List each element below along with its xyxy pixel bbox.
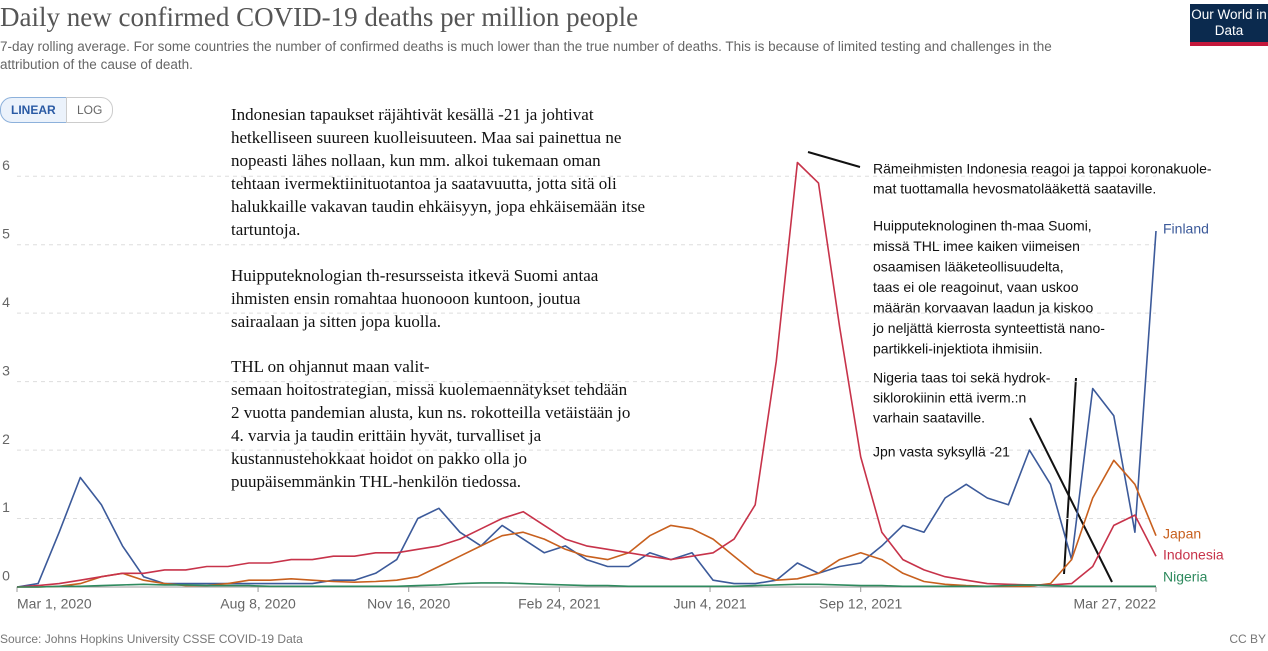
y-tick-label: 5 [2,225,10,241]
log-button[interactable]: LOG [66,97,114,123]
series-line [17,582,1156,588]
license[interactable]: CC BY [1229,632,1266,646]
annotation-text: missä THL imee kaiken viimeisen [873,238,1080,254]
x-tick-label: Feb 24, 2021 [518,596,601,612]
x-tick-label: Mar 27, 2022 [1074,596,1157,612]
annotation-text: Jpn vasta syksyllä -21 [873,444,1010,460]
annotation-text: tartuntoja. [231,220,300,239]
annotation-text: jo neljättä kierrosta synteettistä nano- [872,320,1105,336]
x-tick-label: Sep 12, 2021 [819,596,903,612]
annotation-text: 2 vuotta pandemian alusta, kun ns. rokot… [231,403,630,422]
logo[interactable]: Our World in Data [1190,4,1268,46]
annotation-text: puupäisemmänkin THL-henkilön tiedossa. [231,472,521,491]
annotation-text: Indonesian tapaukset räjähtivät kesällä … [231,105,594,124]
annotation-text: Nigeria taas toi sekä hydrok- [873,370,1051,386]
annotation-text: 4. varvia ja taudin erittäin hyvät, turv… [231,426,542,445]
y-tick-label: 3 [2,362,10,378]
annotation-text: määrän korvaavan laadun ja kiskoo [873,300,1093,316]
annotation-text: semaan hoitostrategian, missä kuolemaenn… [231,380,628,399]
series-line [16,230,1157,588]
x-tick-label: Jun 4, 2021 [673,596,746,612]
y-tick-label: 1 [2,499,10,515]
x-tick-label: Mar 1, 2020 [17,596,92,612]
legend-label: Finland [1163,221,1209,237]
annotation-text: varhain saataville. [873,410,985,426]
series-line [17,459,1157,588]
legend-label: Indonesia [1163,547,1224,563]
annotation-text: osaamisen lääketeollisuudelta, [873,259,1064,275]
chart-subtitle: 7-day rolling average. For some countrie… [0,39,1052,72]
annotation-text: kustannustehokkaat hoidot on pakko olla … [231,449,527,468]
annotation-text: sairaalaan ja sitten jopa kuolla. [231,312,441,331]
annotation-text: partikkeli-injektiota ihmisiin. [873,341,1043,357]
series-line [16,161,1157,588]
y-tick-label: 0 [2,568,10,584]
chart-title: Daily new confirmed COVID-19 deaths per … [0,2,639,32]
annotation-text: nopeasti lähes nollaan, kun mm. alkoi tu… [231,151,601,170]
legend-label: Japan [1163,526,1201,542]
annotation-text: mat tuottamalla hevosmatolääkettä saatav… [873,181,1156,197]
annotation-text: hetkelliseen suureen kuolleisuuteen. Maa… [231,128,621,147]
annotation-text: taas ei ole reagoinut, vaan uskoo [873,279,1079,295]
x-tick-label: Aug 8, 2020 [220,596,296,612]
annotation-arrow [807,151,861,168]
source: Source: Johns Hopkins University CSSE CO… [0,632,303,646]
annotation-text: THL on ohjannut maan valit- [231,357,430,376]
annotation-text: ihmisten ensin romahtaa huonooon kuntoon… [231,289,581,308]
y-tick-label: 2 [2,431,10,447]
annotation-text: Huipputeknologinen th-maa Suomi, [873,218,1092,234]
x-tick-label: Nov 16, 2020 [367,596,450,612]
y-tick-label: 6 [2,157,10,173]
annotation-text: tehtaan ivermektiinituotantoa ja saatavu… [231,174,617,193]
legend-label: Nigeria [1163,569,1208,585]
annotation-text: Huipputeknologian th-resursseista itkevä… [231,266,599,285]
annotation-text: Rämeihmisten Indonesia reagoi ja tappoi … [873,161,1212,177]
y-tick-label: 4 [2,294,10,310]
annotation-text: siklorokiinin että iverm.:n [873,390,1026,406]
annotation-text: halukkaille vakavan taudin ehkäisyyn, jo… [231,197,645,216]
